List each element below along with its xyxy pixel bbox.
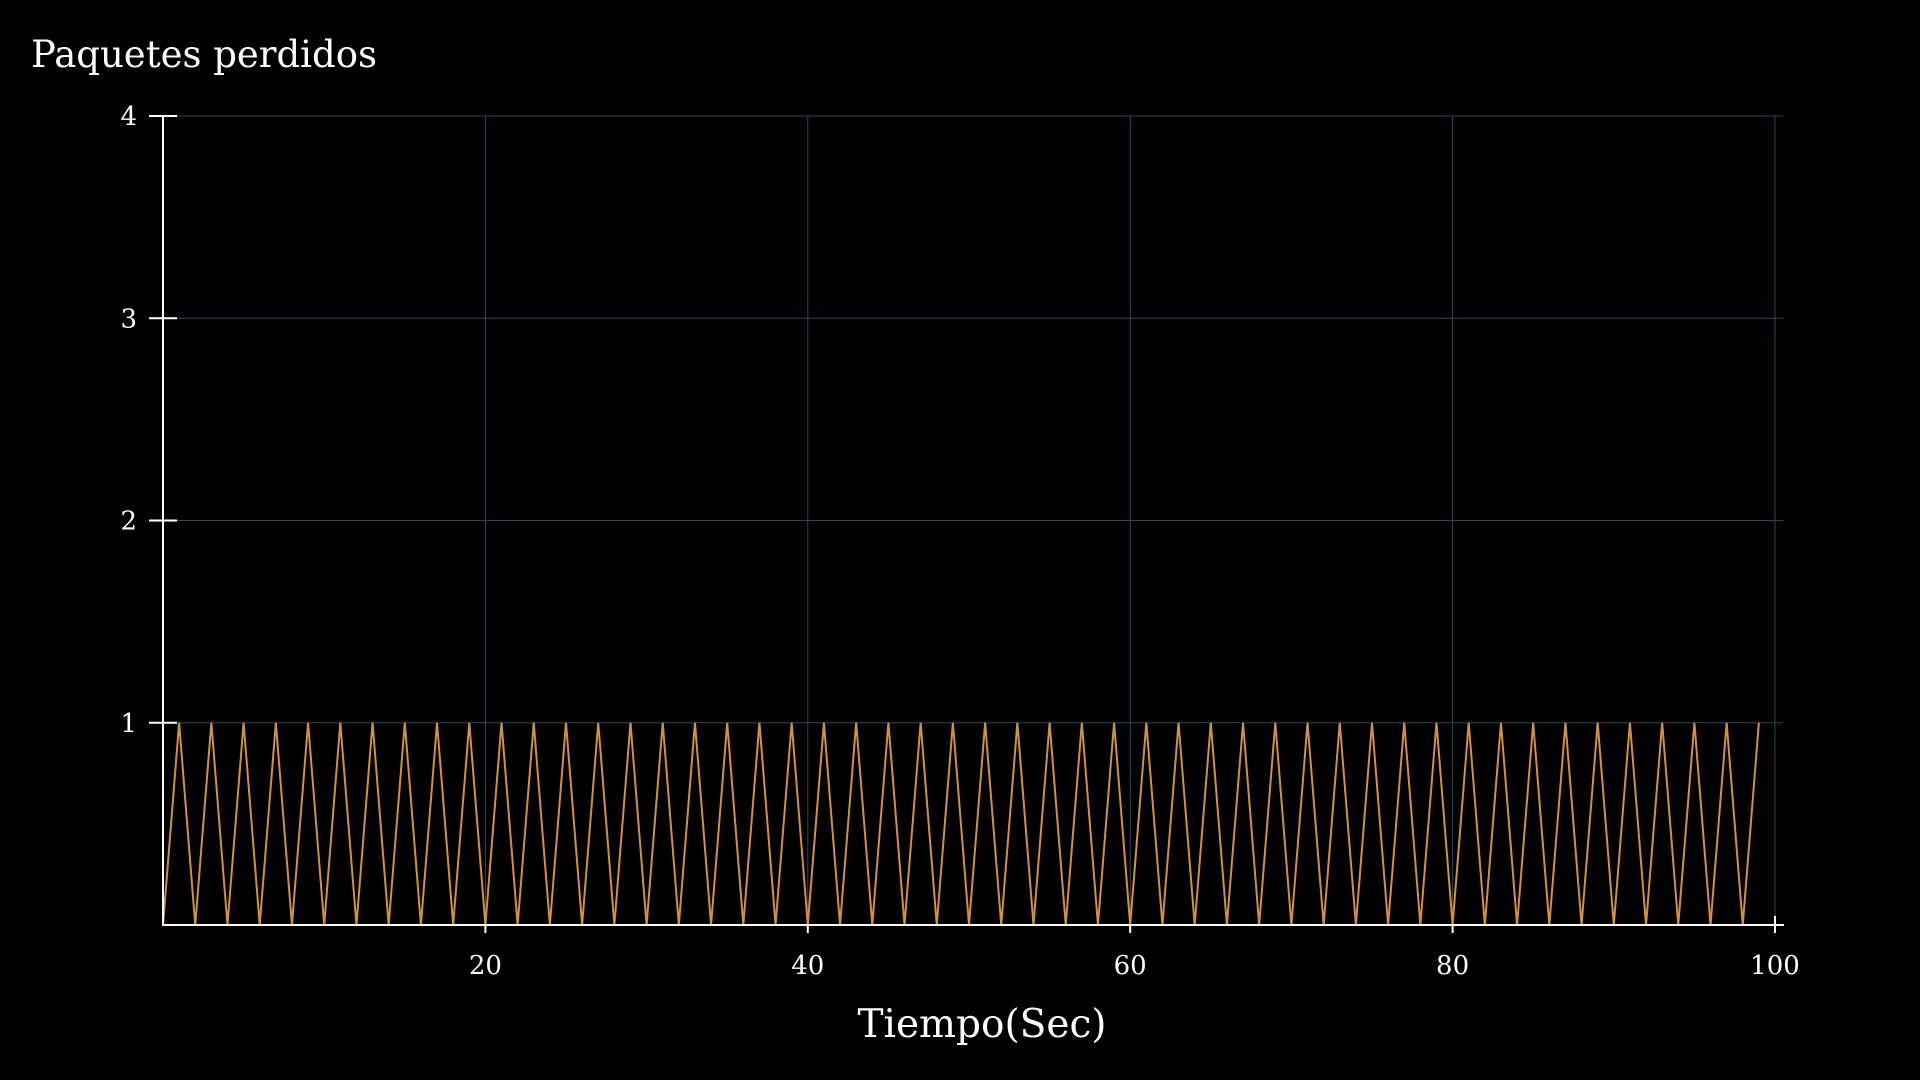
y-tick-label: 2 bbox=[120, 507, 137, 537]
x-tick-label: 20 bbox=[469, 951, 502, 981]
series-layer bbox=[162, 722, 1760, 926]
y-tick-label: 3 bbox=[120, 304, 137, 334]
x-tick-label: 40 bbox=[791, 951, 824, 981]
y-tick-label: 4 bbox=[120, 102, 137, 132]
grid bbox=[163, 115, 1783, 925]
x-tick-label: 60 bbox=[1114, 951, 1147, 981]
ticks: 20 40 60 80 100 1 2 3 4 bbox=[120, 102, 1799, 981]
series-line bbox=[162, 722, 1760, 926]
x-tick-label: 80 bbox=[1436, 951, 1469, 981]
x-axis-label: Tiempo(Sec) bbox=[857, 1002, 1106, 1047]
x-tick-label: 100 bbox=[1750, 951, 1800, 981]
y-tick-label: 1 bbox=[120, 709, 137, 739]
chart-title: Paquetes perdidos bbox=[31, 33, 377, 76]
